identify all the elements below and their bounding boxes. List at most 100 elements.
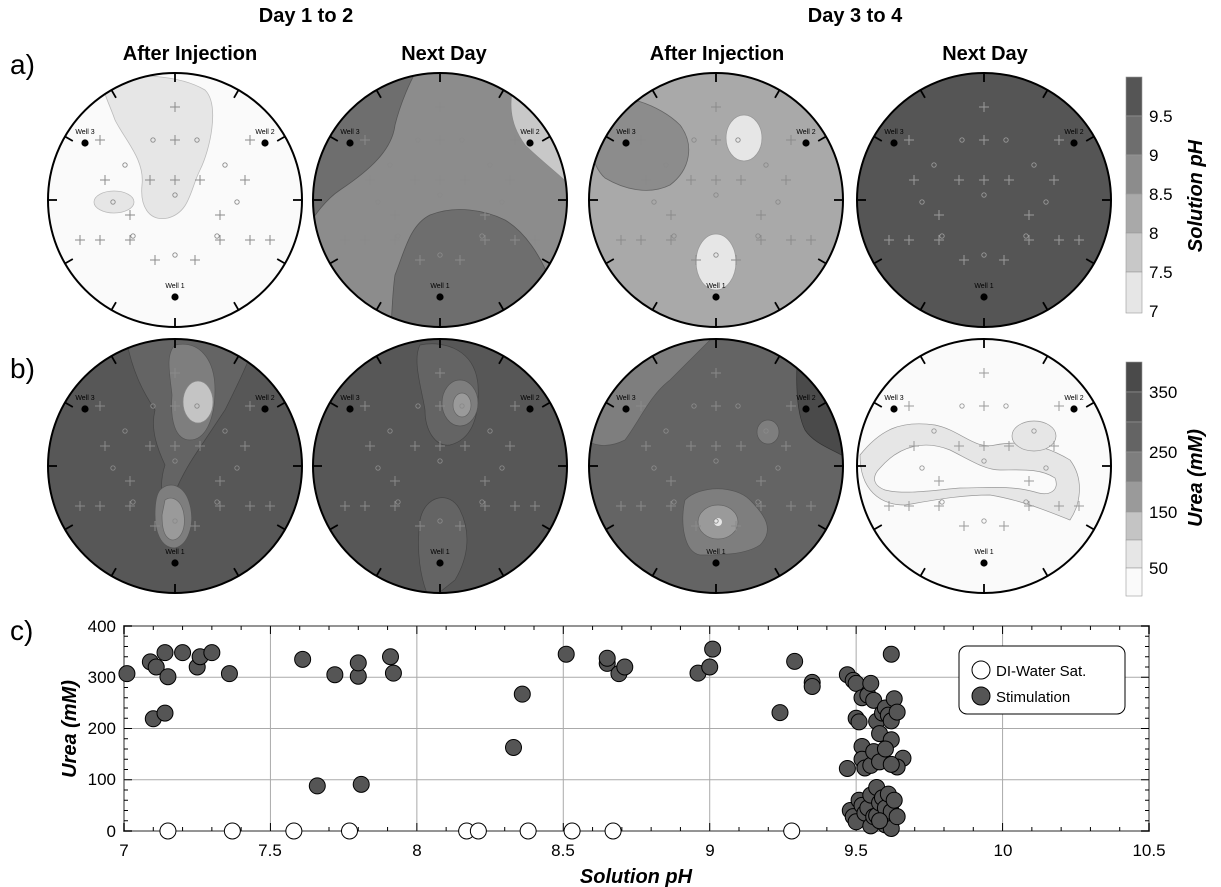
sample-plus-marker <box>711 175 721 185</box>
column-title-4: Next Day <box>942 43 1028 65</box>
well-marker <box>802 405 810 413</box>
axis-ticks <box>123 625 1150 832</box>
point-di-water <box>519 822 537 840</box>
sample-circle-marker <box>150 137 156 143</box>
sample-plus-marker <box>435 441 445 451</box>
well-label: Well 1 <box>165 283 184 290</box>
legend-label-di-water: DI-Water Sat. <box>996 663 1086 680</box>
well-marker <box>346 139 354 147</box>
well-label: Well 2 <box>796 129 815 136</box>
well-marker <box>436 293 444 301</box>
sample-plus-marker <box>641 175 651 185</box>
sample-plus-marker <box>245 135 255 145</box>
colorbar-ph-title: Solution pH <box>1185 139 1207 252</box>
sample-plus-marker <box>954 175 964 185</box>
colorbar-urea-tick: 350 <box>1149 383 1177 402</box>
panel-label-b: b) <box>10 353 35 384</box>
sample-circle-marker <box>234 465 240 471</box>
sample-circle-marker <box>651 465 657 471</box>
well-marker <box>171 559 179 567</box>
well-label: Well 1 <box>974 283 993 290</box>
point-stimulation <box>147 658 165 676</box>
sample-circle-marker <box>222 428 228 434</box>
well-label: Well 3 <box>340 395 359 402</box>
sample-circle-marker <box>981 458 987 464</box>
sample-plus-marker <box>1004 175 1014 185</box>
sample-circle-marker <box>375 465 381 471</box>
point-stimulation <box>156 644 174 662</box>
boundary-tick <box>233 355 240 365</box>
boundary-tick <box>873 258 883 265</box>
sample-plus-marker <box>510 235 520 245</box>
sample-circle-marker <box>214 499 220 505</box>
colorbar-ph-tick: 9.5 <box>1149 107 1173 126</box>
colorbar-ph-tick: 8.5 <box>1149 185 1173 204</box>
boundary-tick <box>329 135 339 142</box>
sample-plus-marker <box>641 441 651 451</box>
sample-circle-marker <box>981 252 987 258</box>
sample-plus-marker <box>616 235 626 245</box>
sample-plus-marker <box>909 175 919 185</box>
sample-plus-marker <box>95 135 105 145</box>
colorbar-ph-tick: 7 <box>1149 302 1158 321</box>
urea-map-day2-next-day <box>313 339 567 593</box>
point-stimulation <box>203 644 221 662</box>
sample-circle-marker <box>130 233 136 239</box>
boundary-tick <box>541 401 551 408</box>
legend-marker-stimulation <box>971 686 991 706</box>
sample-plus-marker <box>979 102 989 112</box>
sample-circle-marker <box>775 199 781 205</box>
sample-plus-marker <box>510 135 520 145</box>
sample-circle-marker <box>919 199 925 205</box>
boundary-tick <box>651 89 658 99</box>
sample-plus-marker <box>691 521 701 531</box>
sample-plus-marker <box>979 135 989 145</box>
sample-circle-marker <box>479 499 485 505</box>
sample-circle-marker <box>110 199 116 205</box>
well-marker <box>346 405 354 413</box>
sample-plus-marker <box>1024 476 1034 486</box>
sample-circle-marker <box>437 458 443 464</box>
sample-plus-marker <box>999 255 1009 265</box>
sample-circle-marker <box>487 428 493 434</box>
point-stimulation <box>771 704 789 722</box>
point-stimulation <box>786 652 804 670</box>
point-stimulation <box>847 674 865 692</box>
sample-plus-marker <box>415 521 425 531</box>
sample-plus-marker <box>75 501 85 511</box>
point-stimulation <box>888 808 906 826</box>
well-marker <box>622 405 630 413</box>
sample-plus-marker <box>240 175 250 185</box>
panel-label-c: c) <box>10 615 33 646</box>
sample-plus-marker <box>979 368 989 378</box>
point-stimulation <box>308 777 326 795</box>
sample-plus-marker <box>666 476 676 486</box>
sample-plus-marker <box>1054 235 1064 245</box>
sample-plus-marker <box>145 441 155 451</box>
sample-plus-marker <box>145 175 155 185</box>
point-stimulation <box>513 685 531 703</box>
sample-circle-marker <box>395 233 401 239</box>
sample-circle-marker <box>459 403 465 409</box>
well-label: Well 1 <box>974 549 993 556</box>
column-title-1: After Injection <box>123 43 257 65</box>
well-marker <box>802 139 810 147</box>
boundary-tick <box>605 135 615 142</box>
sample-plus-marker <box>686 441 696 451</box>
urea-map-day3-after-injection <box>589 339 843 593</box>
point-di-water <box>604 822 622 840</box>
colorbar-ph-tick: 9 <box>1149 146 1158 165</box>
well-label: Well 2 <box>520 395 539 402</box>
sample-plus-marker <box>360 501 370 511</box>
boundary-tick <box>919 355 926 365</box>
sample-circle-marker <box>663 162 669 168</box>
sample-plus-marker <box>170 175 180 185</box>
sample-circle-marker <box>214 233 220 239</box>
map-overlay: Well 1 Well 2 Well 3 <box>588 72 844 328</box>
sample-plus-marker <box>390 476 400 486</box>
boundary-tick <box>651 301 658 311</box>
y-tick-label: 400 <box>88 617 116 636</box>
point-stimulation <box>885 791 903 809</box>
sample-circle-marker <box>1043 199 1049 205</box>
